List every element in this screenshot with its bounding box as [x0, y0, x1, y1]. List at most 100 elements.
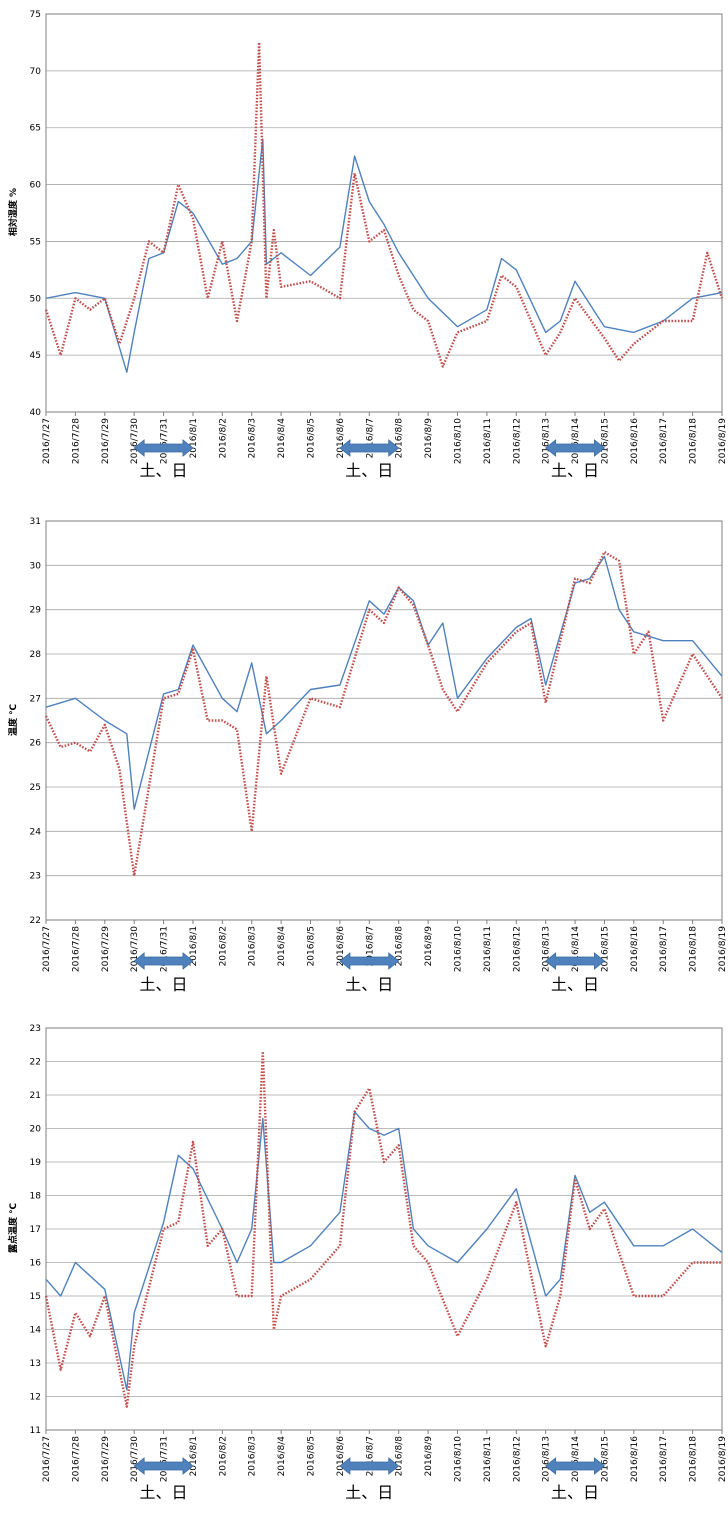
x-tick-label: 2016/7/31: [160, 418, 170, 464]
plot-frame: [45, 520, 723, 921]
x-tick-label: 2016/8/18: [689, 1436, 699, 1482]
x-tick-label: 2016/8/19: [718, 418, 728, 464]
x-tick-label: 2016/8/3: [248, 418, 258, 458]
x-tick-label: 2016/8/15: [600, 1436, 610, 1482]
x-tick-label: 2016/8/8: [395, 1436, 405, 1477]
x-tick-label: 2016/8/8: [395, 926, 405, 967]
x-tick-label: 2016/8/9: [424, 418, 434, 459]
y-tick-label: 70: [30, 67, 42, 77]
relative-humidity-chart: 40 45 50 55 60 65 70 75 2016/7/27 2016/7/28 2016/7…: [7, 10, 728, 480]
series-solid-line: [45, 555, 723, 810]
weekend-label: 土、日: [345, 1483, 393, 1502]
y-tick-label: 55: [30, 237, 41, 247]
y-tick-label: 26: [30, 739, 42, 749]
plot-frame: [45, 1027, 723, 1431]
x-tick-label: 2016/8/2: [218, 926, 228, 966]
y-tick-label: 31: [30, 517, 41, 527]
y-tick-label: 65: [30, 124, 41, 134]
x-tick-label: 2016/8/16: [630, 926, 640, 972]
y-tick-label: 23: [30, 872, 41, 882]
y-axis-label: 露点温度 ℃: [7, 1203, 19, 1253]
y-tick-label: 24: [30, 827, 42, 837]
y-tick-label: 15: [30, 1292, 41, 1302]
x-tick-label: 2016/8/8: [395, 418, 405, 459]
x-tick-label: 2016/8/3: [248, 926, 258, 966]
dew-point-chart: 11 12 13 14 15 16 17 18 19 20 21 22 23 2016/7/27 2016/…: [7, 1024, 728, 1502]
series-dotted-line: [44, 41, 724, 368]
plot-area: 11 12 13 14 15 16 17 18 19 20 21 22 23 2016/7/27 2016/…: [7, 1024, 728, 1502]
x-tick-label: 2016/8/12: [512, 418, 522, 464]
weekend-arrow: [133, 1457, 194, 1475]
x-tick-label: 2016/8/11: [483, 418, 493, 464]
y-tick-label: 11: [30, 1426, 41, 1436]
x-tick-label: 2016/7/29: [101, 926, 111, 972]
x-tick-label: 2016/8/16: [630, 1436, 640, 1482]
y-tick-label: 20: [30, 1125, 42, 1135]
plot-area: 40 45 50 55 60 65 70 75 2016/7/27 2016/7/28 2016/7…: [7, 10, 728, 480]
weekend-label: 土、日: [551, 975, 599, 994]
x-tick-label: 2016/7/28: [71, 926, 81, 972]
y-tick-label: 30: [30, 561, 42, 571]
y-tick-label: 18: [30, 1192, 42, 1202]
series-dotted-line: [44, 1050, 722, 1408]
x-tick-label: 2016/7/30: [130, 418, 140, 464]
x-tick-label: 2016/7/28: [71, 1436, 81, 1482]
x-tick-label: 2016/8/5: [307, 926, 317, 966]
x-tick-label: 2016/8/18: [689, 418, 699, 464]
temperature-chart: 22 23 24 25 26 27 28 29 30 31 2016/7/27 2016/7/28 20…: [7, 517, 728, 994]
weekend-label: 土、日: [345, 461, 393, 480]
series-solid-line: [45, 1111, 723, 1391]
x-tick-label: 2016/8/14: [571, 1436, 581, 1482]
x-tick-label: 2016/8/13: [542, 926, 552, 972]
weekend-arrow: [545, 1457, 606, 1475]
weekend-arrow: [133, 952, 194, 970]
x-tick-label: 2016/8/13: [542, 1436, 552, 1482]
x-tick-label: 2016/8/13: [542, 418, 552, 464]
x-tick-label: 2016/8/7: [365, 418, 375, 458]
y-tick-label: 22: [30, 1058, 41, 1068]
weekend-label: 土、日: [551, 461, 599, 480]
x-tick-label: 2016/8/17: [659, 418, 669, 464]
x-tick-label: 2016/8/17: [659, 926, 669, 972]
weekend-arrow: [339, 439, 400, 457]
x-tick-label: 2016/8/6: [336, 418, 346, 459]
weekend-label: 土、日: [140, 461, 188, 480]
x-tick-label: 2016/8/11: [483, 1436, 493, 1482]
plot-area: 22 23 24 25 26 27 28 29 30 31 2016/7/27 2016/7/28 20…: [7, 517, 728, 994]
weekend-arrow: [545, 439, 606, 457]
y-tick-label: 16: [30, 1259, 42, 1269]
weekend-label: 土、日: [551, 1483, 599, 1502]
series-solid-line: [45, 138, 723, 373]
x-tick-label: 2016/8/4: [277, 418, 287, 459]
x-tick-label: 2016/8/1: [189, 418, 199, 458]
x-tick-label: 2016/8/18: [689, 926, 699, 972]
x-tick-label: 2016/8/5: [307, 418, 317, 458]
y-tick-label: 14: [30, 1326, 42, 1336]
weekend-arrow: [133, 439, 194, 457]
y-axis-label: 温度 ℃: [7, 704, 19, 736]
x-tick-label: 2016/8/10: [453, 418, 463, 464]
x-tick-label: 2016/8/15: [600, 926, 610, 972]
x-tick-label: 2016/8/14: [571, 926, 581, 972]
weekend-label: 土、日: [140, 975, 188, 994]
x-tick-label: 2016/8/2: [218, 1436, 228, 1476]
y-tick-label: 28: [30, 650, 42, 660]
x-tick-label: 2016/8/6: [336, 1436, 346, 1477]
series-dotted-line: [44, 550, 723, 877]
x-tick-label: 2016/8/6: [336, 926, 346, 967]
y-axis-label: 相対湿度 %: [7, 188, 19, 236]
x-tick-label: 2016/7/28: [71, 418, 81, 464]
x-tick-label: 2016/7/29: [101, 418, 111, 464]
x-tick-label: 2016/8/10: [453, 926, 463, 972]
y-tick-label: 60: [30, 181, 42, 191]
x-tick-label: 2016/8/11: [483, 926, 493, 972]
y-tick-label: 27: [30, 694, 41, 704]
weekend-arrow: [339, 1457, 400, 1475]
x-tick-label: 2016/8/9: [424, 1436, 434, 1477]
x-tick-label: 2016/7/31: [160, 1436, 170, 1482]
y-tick-label: 13: [30, 1359, 41, 1369]
y-tick-label: 17: [30, 1225, 41, 1235]
x-tick-label: 2016/8/9: [424, 926, 434, 967]
x-tick-label: 2016/7/30: [130, 926, 140, 972]
x-tick-label: 2016/8/10: [453, 1436, 463, 1482]
